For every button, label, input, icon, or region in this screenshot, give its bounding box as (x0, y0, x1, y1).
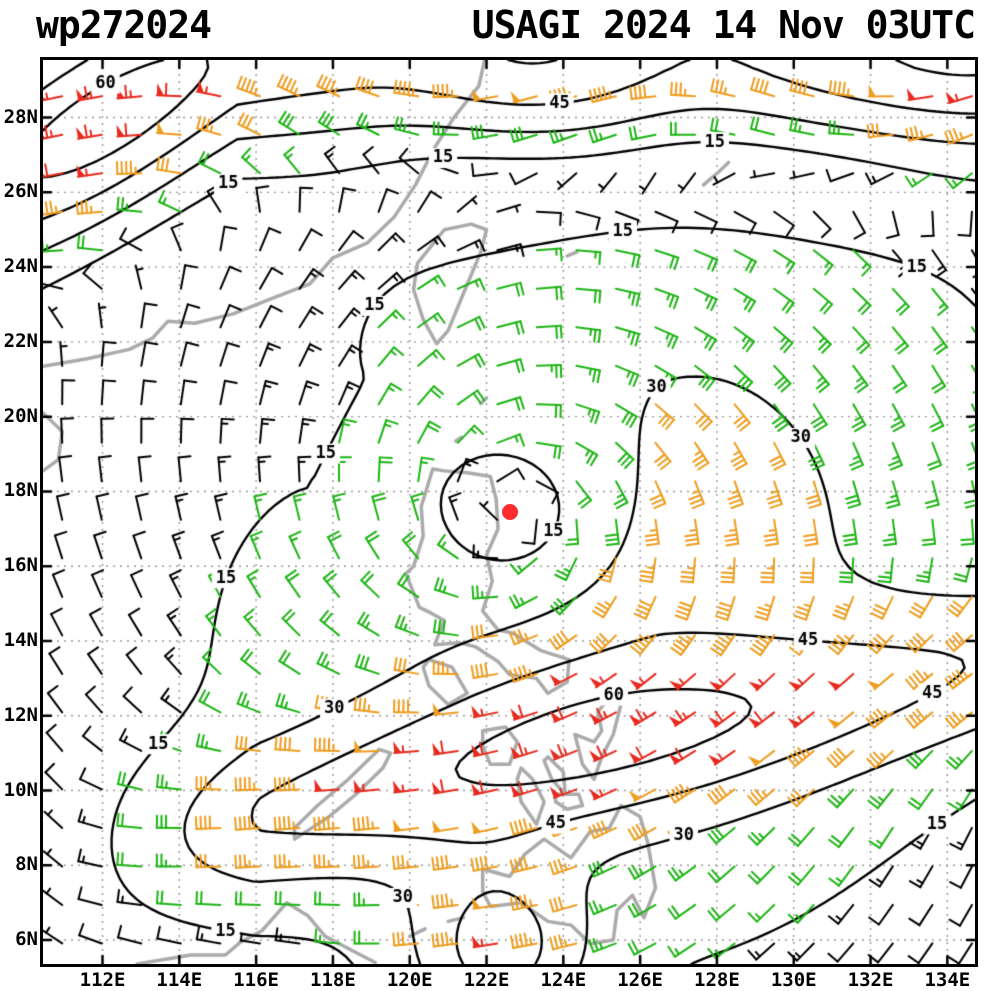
analysis-datetime-title: USAGI 2024 14 Nov 03UTC (471, 3, 976, 47)
y-tick-label: 10N (3, 778, 38, 801)
x-tick-label: 114E (156, 969, 203, 991)
y-tick-label: 12N (3, 703, 38, 726)
x-tick-label: 124E (540, 969, 587, 991)
y-tick-label: 18N (3, 479, 38, 502)
x-tick-label: 130E (770, 969, 817, 991)
y-tick-label: 6N (15, 928, 38, 951)
x-tick-label: 120E (386, 969, 433, 991)
x-tick-label: 134E (924, 969, 971, 991)
y-tick-label: 28N (3, 105, 38, 128)
x-tick-label: 118E (310, 969, 356, 991)
y-tick-label: 20N (3, 404, 38, 427)
storm-id-title: wp272024 (36, 3, 212, 47)
y-tick-label: 22N (3, 329, 38, 352)
x-tick-label: 122E (463, 969, 510, 991)
x-tick-label: 126E (617, 969, 663, 991)
y-tick-label: 24N (3, 255, 38, 278)
y-tick-label: 8N (15, 853, 38, 876)
storm-center-marker (501, 504, 518, 520)
y-tick-label: 16N (3, 554, 38, 577)
y-tick-label: 26N (3, 180, 38, 203)
x-tick-label: 112E (79, 969, 126, 991)
x-tick-label: 116E (233, 969, 279, 991)
x-tick-label: 128E (694, 969, 740, 991)
x-tick-label: 132E (847, 969, 894, 991)
y-tick-label: 14N (3, 628, 38, 651)
